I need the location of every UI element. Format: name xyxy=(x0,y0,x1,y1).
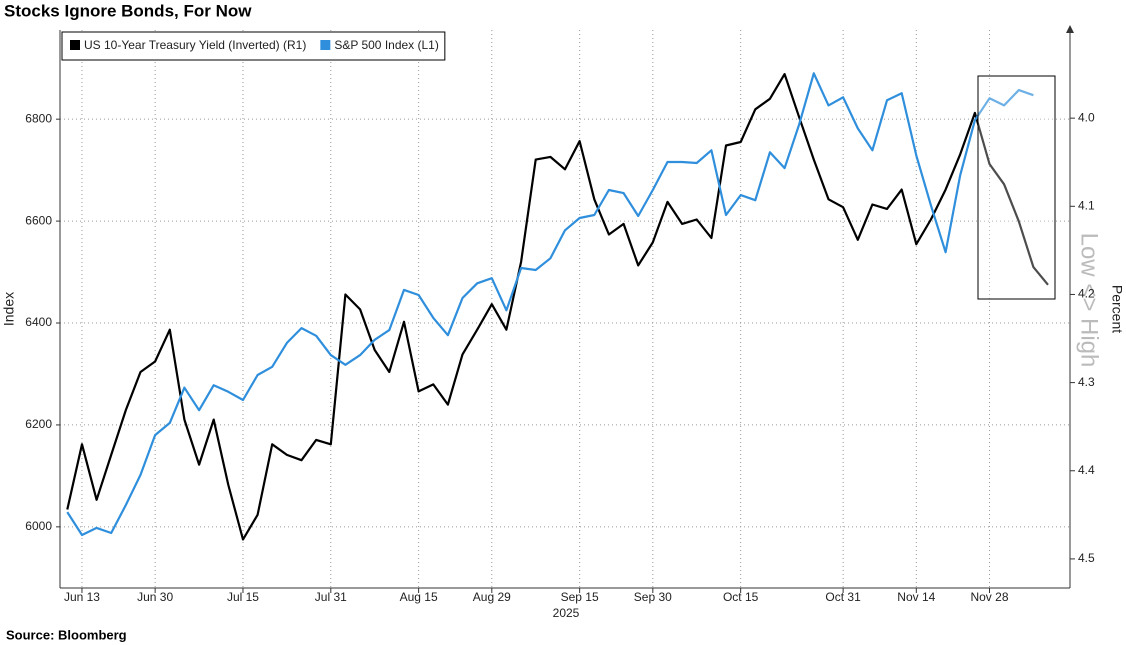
x-tick-label: Sep 15 xyxy=(561,590,599,604)
legend-swatch xyxy=(320,40,331,50)
series-line xyxy=(66,73,1049,541)
y2-tick-label: 4.0 xyxy=(1078,110,1095,124)
y2-axis-label: Percent xyxy=(1109,285,1125,333)
y-tick-label: 6600 xyxy=(25,213,52,227)
x-tick-label: Aug 29 xyxy=(473,590,511,604)
y2-tick-label: 4.5 xyxy=(1078,551,1095,565)
highlight-box xyxy=(977,75,1056,300)
x-tick-label: Oct 31 xyxy=(825,590,861,604)
source: Source: Bloomberg xyxy=(6,627,127,642)
y-tick-label: 6200 xyxy=(25,417,52,431)
annotation: Low <> High xyxy=(1076,233,1103,368)
axis-arrow xyxy=(1066,25,1074,33)
legend: US 10-Year Treasury Yield (Inverted) (R1… xyxy=(61,31,446,61)
y2-tick-label: 4.2 xyxy=(1078,287,1095,301)
legend-label: US 10-Year Treasury Yield (Inverted) (R1… xyxy=(84,38,306,52)
x-tick-label: Nov 14 xyxy=(897,590,935,604)
y2-tick-label: 4.1 xyxy=(1078,198,1095,212)
x-year-label: 2025 xyxy=(553,606,580,620)
y-tick-label: 6400 xyxy=(25,315,52,329)
x-tick-label: Sep 30 xyxy=(634,590,672,604)
y-tick-label: 6800 xyxy=(25,111,52,125)
x-tick-label: Jun 30 xyxy=(137,590,173,604)
series-line xyxy=(66,72,1034,537)
x-tick-label: Nov 28 xyxy=(970,590,1008,604)
y-axis-label: Index xyxy=(1,292,17,326)
legend-box xyxy=(61,31,446,61)
y2-tick-label: 4.3 xyxy=(1078,375,1095,389)
x-tick-label: Oct 15 xyxy=(723,590,759,604)
highlight-fade xyxy=(978,76,1055,299)
x-tick-label: Jul 31 xyxy=(315,590,347,604)
x-tick-label: Aug 15 xyxy=(400,590,438,604)
chart-title: Stocks Ignore Bonds, For Now xyxy=(4,1,252,20)
x-tick-label: Jul 15 xyxy=(227,590,259,604)
legend-label: S&P 500 Index (L1) xyxy=(334,38,439,52)
x-tick-label: Jun 13 xyxy=(64,590,100,604)
legend-swatch xyxy=(70,40,80,50)
y2-tick-label: 4.4 xyxy=(1078,463,1095,477)
y-tick-label: 6000 xyxy=(25,519,52,533)
